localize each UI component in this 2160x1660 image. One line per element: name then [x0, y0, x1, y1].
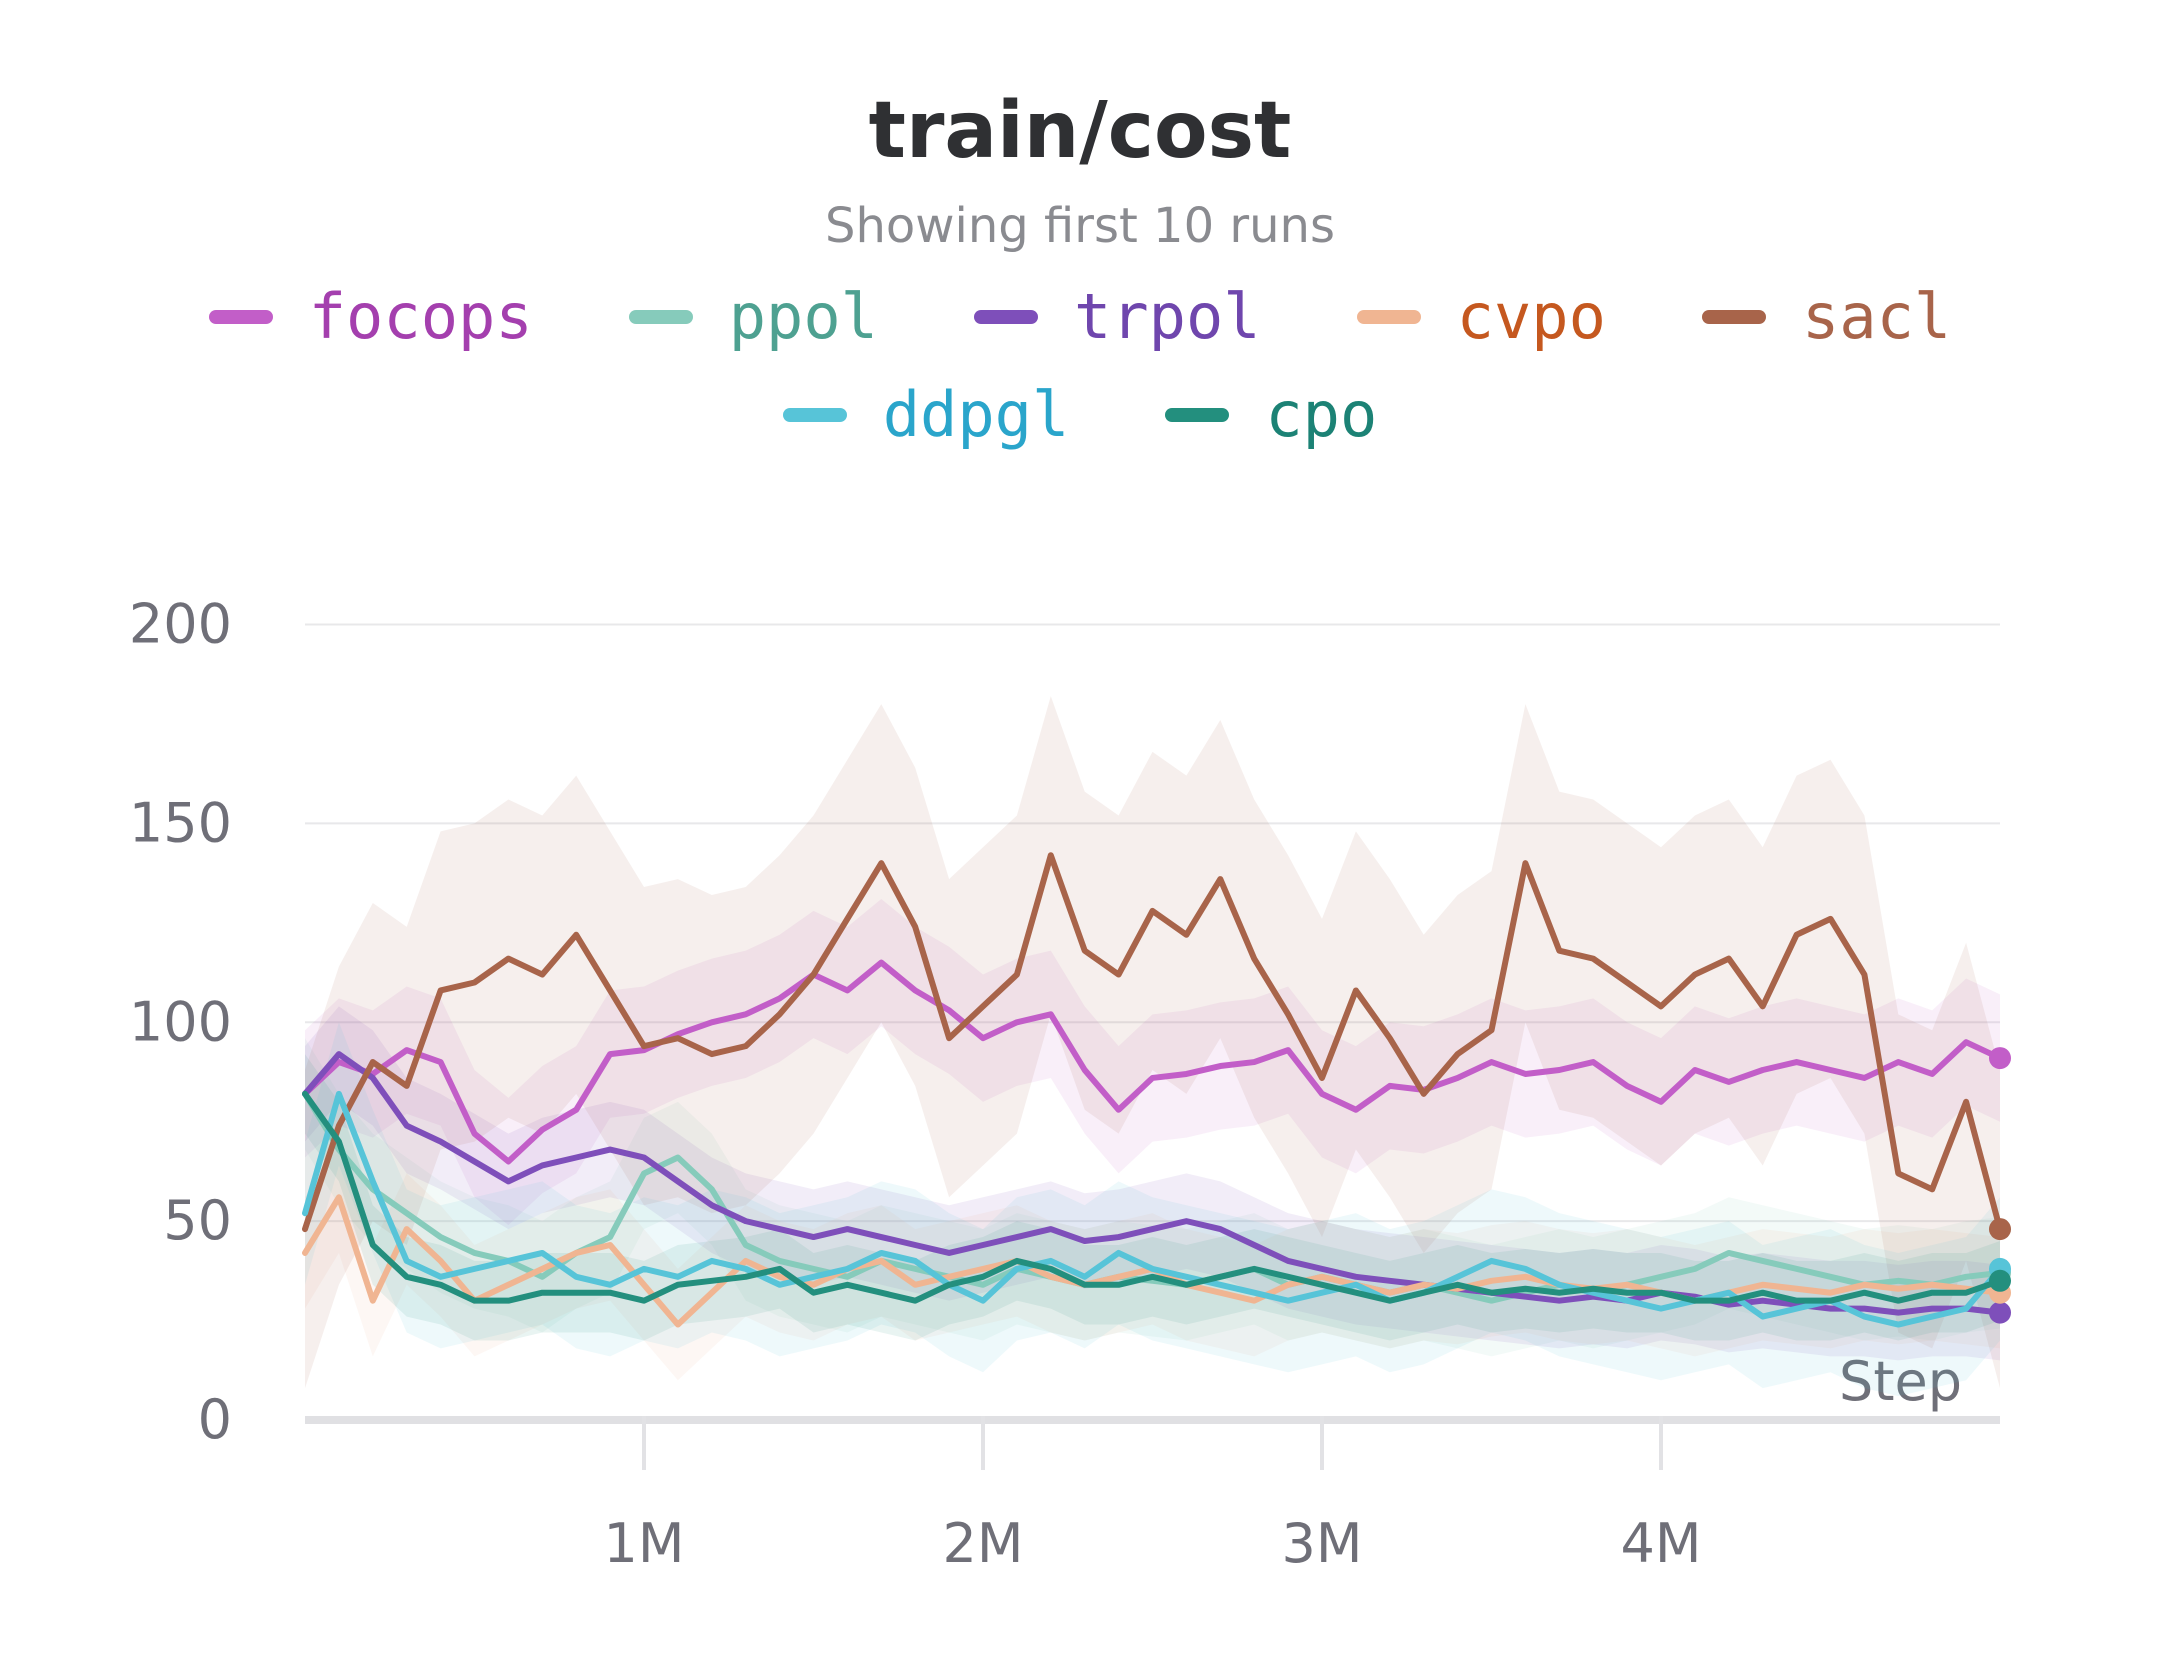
- x-tick-label-4M: 4M: [1621, 1512, 1702, 1575]
- legend-item-cpo[interactable]: cpo: [1165, 378, 1377, 451]
- series-line-ddpgl: [302, 1090, 2003, 1328]
- legend-item-trpol[interactable]: trpol: [974, 280, 1261, 353]
- endpoint-sacl: [1989, 1218, 2011, 1241]
- band-focops: [305, 898, 2000, 1226]
- legend-row-2: ddpgl cpo: [0, 378, 2160, 451]
- endpoint-focops: [1989, 1047, 2011, 1070]
- legend-label-ddpgl: ddpgl: [882, 378, 1070, 451]
- x-axis-label: Step: [1839, 1350, 1962, 1413]
- endpoint-cpo: [1989, 1269, 2011, 1292]
- band-sacl: [305, 696, 2000, 1389]
- x-tick-label-3M: 3M: [1282, 1512, 1363, 1575]
- legend-swatch-trpol: [974, 309, 1038, 324]
- legend-label-sacl: sacl: [1801, 280, 1952, 353]
- legend-item-sacl[interactable]: sacl: [1701, 280, 1952, 353]
- legend-label-trpol: trpol: [1074, 280, 1261, 353]
- y-tick-label-200: 200: [129, 593, 232, 656]
- y-tick-label-150: 150: [129, 791, 232, 854]
- endpoint-trpol: [1989, 1301, 2011, 1324]
- band-trpol: [305, 1006, 2000, 1361]
- legend-label-focops: focops: [308, 280, 533, 353]
- legend-item-ppol[interactable]: ppol: [628, 280, 878, 353]
- band-cpo: [305, 1054, 2000, 1341]
- legend-item-focops[interactable]: focops: [208, 280, 533, 353]
- series-line-focops: [302, 959, 2003, 1165]
- y-tick-label-100: 100: [129, 990, 232, 1053]
- legend-row-1: focops ppol trpol cvpo sacl: [0, 280, 2160, 353]
- legend-item-cvpo[interactable]: cvpo: [1356, 280, 1606, 353]
- band-cvpo: [305, 1141, 2000, 1381]
- legend-label-ppol: ppol: [728, 280, 878, 353]
- legend-swatch-ddpgl: [782, 407, 847, 422]
- legend-swatch-sacl: [1701, 309, 1766, 324]
- series-line-cpo: [302, 1090, 2003, 1304]
- legend-swatch-focops: [208, 309, 273, 324]
- legend-swatch-ppol: [628, 309, 693, 324]
- band-ddpgl: [305, 1022, 2000, 1397]
- x-tick-label-1M: 1M: [604, 1512, 685, 1575]
- x-tick-label-2M: 2M: [943, 1512, 1024, 1575]
- legend-item-ddpgl[interactable]: ddpgl: [782, 378, 1070, 451]
- legend-label-cvpo: cvpo: [1456, 280, 1606, 353]
- legend-swatch-cpo: [1165, 407, 1230, 422]
- chart-title: train/cost: [868, 86, 1292, 176]
- y-tick-label-50: 50: [163, 1189, 232, 1252]
- chart-subtitle: Showing first 10 runs: [825, 198, 1335, 254]
- band-ppol: [305, 1038, 2000, 1357]
- legend-swatch-cvpo: [1356, 309, 1421, 324]
- legend-label-cpo: cpo: [1265, 378, 1378, 451]
- series-line-sacl: [302, 852, 2003, 1233]
- y-tick-label-0: 0: [198, 1388, 232, 1451]
